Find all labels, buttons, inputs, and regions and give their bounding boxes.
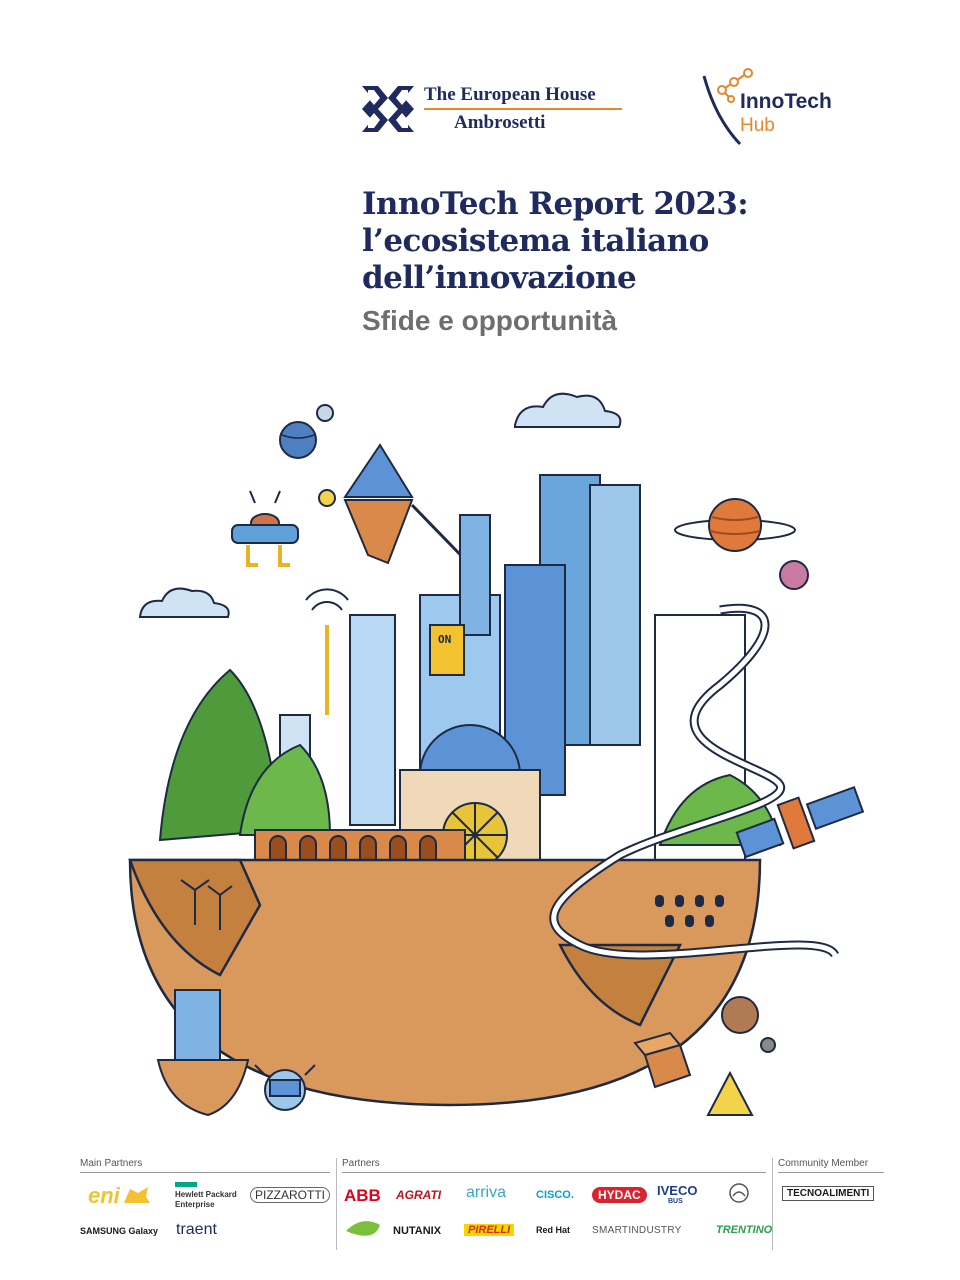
community-rule: [778, 1172, 884, 1173]
teh-logo: The European House Ambrosetti: [360, 82, 630, 138]
partner-logo-samsung: SAMSUNG Galaxy: [80, 1226, 159, 1236]
cloud-icon: [138, 587, 230, 618]
wind-turbine-icon: [180, 879, 233, 930]
satellite-icon: [735, 785, 865, 859]
partner-logo-smartindustry: SMARTINDUSTRY: [592, 1225, 682, 1236]
partners-divider: [772, 1158, 773, 1250]
teh-mark-icon: [362, 86, 414, 132]
innotech-hub-logo: InnoTech Hub: [700, 68, 870, 148]
innotech-network-icon: [702, 68, 753, 146]
planet-icon: [279, 404, 334, 459]
main-partners-label: Main Partners: [80, 1158, 143, 1169]
partner-logo-traent: traent: [176, 1221, 217, 1238]
hpe-bar-icon: [175, 1182, 197, 1187]
drone-icon: [231, 490, 299, 567]
report-subtitle: Sfide e opportunità: [362, 305, 618, 336]
partner-logo-iveco: IVECO: [657, 1183, 698, 1198]
floating-rock-icon: [318, 443, 482, 577]
partner-logo-pirelli: PIRELLI: [464, 1224, 515, 1236]
partner-logo-nutanix: NUTANIX: [393, 1225, 442, 1237]
report-title-line-1: InnoTech Report 2023:: [362, 186, 749, 222]
partner-logo-hpe-line1: Hewlett Packard: [175, 1190, 237, 1199]
teh-logo-rule: [424, 108, 622, 110]
innotech-logo-line2: Hub: [740, 115, 775, 136]
cube-icon: [633, 1031, 692, 1089]
partner-leaf-logo-icon: [346, 1221, 380, 1236]
partner-logo-iveco-bus: BUS: [668, 1198, 683, 1205]
partner-logo-arriva: arriva: [466, 1184, 507, 1201]
partner-logo-abb: ABB: [344, 1186, 381, 1205]
partner-logo-hpe-line2: Enterprise: [175, 1200, 215, 1209]
partner-logo-pizzarotti: PIZZAROTTI: [250, 1187, 330, 1203]
partners-label: Partners: [342, 1158, 380, 1169]
floating-city-illustration: ON: [128, 392, 865, 1117]
teh-logo-line2: Ambrosetti: [454, 112, 546, 133]
arches: [254, 829, 466, 863]
planet-icon: [674, 498, 809, 590]
teh-logo-line1: The European House: [424, 84, 596, 105]
on-sign: ON: [429, 624, 465, 676]
main-partners-rule: [80, 1172, 330, 1173]
partner-logo-redhat: Red Hat: [536, 1225, 571, 1235]
eni-dog-icon: [124, 1187, 150, 1203]
small-island-icon: [156, 989, 250, 1117]
partners-divider: [336, 1158, 337, 1250]
partner-logo-tecnoalimenti: TECNOALIMENTI: [782, 1186, 875, 1201]
partner-logo-eni: eni: [88, 1183, 120, 1208]
planet-icon: [721, 996, 776, 1053]
report-title-line-3: dell’innovazione: [362, 260, 637, 296]
partner-logo-agrati: AGRATI: [396, 1188, 442, 1202]
report-title-line-2: l’ecosistema italiano: [362, 223, 709, 259]
cone-icon: [706, 1070, 754, 1116]
robot-icon: [254, 1064, 316, 1111]
community-member-label: Community Member: [778, 1158, 869, 1169]
report-title-block: InnoTech Report 2023: l’ecosistema itali…: [362, 186, 922, 337]
cloud-icon: [514, 392, 622, 428]
partner-logo-cisco: CISCO.: [536, 1189, 574, 1201]
on-sign-text: ON: [438, 633, 451, 646]
partners-rule: [342, 1172, 766, 1173]
partner-logo-trentino: TRENTINO: [716, 1224, 773, 1236]
lamborghini-circle-icon: [729, 1183, 749, 1203]
innotech-logo-line1: InnoTech: [740, 90, 832, 113]
partner-logo-hydac: HYDAC: [592, 1187, 647, 1203]
